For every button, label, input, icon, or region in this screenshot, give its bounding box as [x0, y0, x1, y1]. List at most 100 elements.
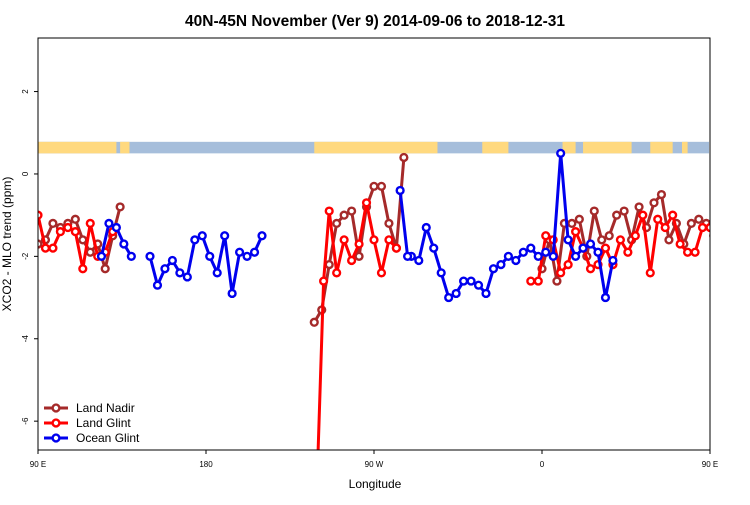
land-band [314, 141, 438, 154]
ocean-glint-point [436, 268, 446, 278]
ocean-glint-point [104, 218, 114, 229]
land-glint-point [585, 264, 596, 274]
legend-item-land-glint: Land Glint [44, 416, 131, 430]
land-glint-point [526, 276, 536, 286]
land-glint-point [40, 243, 51, 253]
land-glint-point [668, 210, 678, 220]
y-tick-label: 2 [21, 89, 30, 94]
land-nadir-point [347, 206, 357, 216]
ocean-glint-point [119, 239, 129, 249]
land-nadir-point [115, 202, 125, 212]
x-axis: 90 E 180 90 W 0 90 E [30, 450, 718, 469]
legend-swatch-marker [51, 433, 61, 443]
land-glint-point [339, 235, 349, 245]
x-tick-label: 90 W [365, 460, 384, 469]
ocean-glint-point [414, 255, 424, 266]
land-nadir-point [718, 245, 725, 252]
ocean-glint-point [227, 288, 237, 299]
ocean-glint-point [242, 251, 252, 261]
x-tick-label: 90 E [30, 460, 46, 469]
ocean-glint-point [548, 251, 558, 261]
ocean-glint-point [736, 224, 743, 231]
ocean-glint-point [444, 292, 454, 303]
land-glint-point [332, 268, 342, 278]
land-band [562, 141, 576, 154]
land-glint-point [729, 224, 736, 231]
land-glint-point [638, 210, 648, 220]
legend-item-land-nadir: Land Nadir [44, 401, 135, 415]
y-axis-label: XCO2 - MLO trend (ppm) [0, 177, 14, 312]
ocean-glint-point [257, 231, 267, 241]
y-tick-label: -2 [21, 252, 30, 260]
land-glint-point [563, 260, 573, 270]
ocean-glint-point [197, 231, 207, 241]
ocean-glint-point [235, 247, 245, 257]
land-glint-point [615, 235, 626, 245]
land-nadir-point [709, 233, 710, 239]
land-nadir-point [339, 210, 349, 220]
land-glint-point [55, 227, 66, 237]
ocean-glint-point [729, 249, 736, 256]
land-glint-point [600, 243, 611, 253]
ocean-glint-point [249, 247, 260, 257]
x-tick-label: 180 [199, 460, 213, 469]
ocean-glint-point [556, 148, 566, 158]
land-nadir-point [324, 260, 334, 270]
land-glint-point [570, 227, 581, 237]
land-band [38, 141, 117, 154]
land-nadir-point [567, 218, 577, 229]
ocean-glint-point [541, 247, 551, 257]
series-layer [38, 148, 750, 450]
ocean-glint-point [403, 251, 413, 261]
land-nadir-point [664, 235, 674, 245]
ocean-glint-point [744, 224, 750, 231]
land-glint-point [630, 231, 640, 241]
ocean-glint-point [585, 239, 596, 249]
ocean-glint-point [496, 260, 506, 270]
ocean-glint-point [190, 235, 200, 245]
ocean-glint-point [600, 292, 611, 303]
land-glint-point [369, 235, 379, 245]
series-ocean-glint [96, 148, 750, 303]
ocean-glint-point [175, 268, 185, 278]
land-glint-point [361, 198, 372, 208]
land-glint-point [533, 276, 543, 286]
ocean-glint-point [608, 255, 618, 266]
ocean-glint-point [570, 251, 581, 261]
land-band [482, 141, 509, 154]
land-nadir-point [85, 247, 95, 257]
y-axis: 2 0 -2 -4 -6 [21, 89, 38, 425]
land-glint-point [63, 222, 73, 233]
ocean-glint-point [563, 235, 573, 245]
ocean-glint-point [466, 276, 476, 286]
ocean-glint-point [212, 268, 222, 278]
ocean-glint-point [488, 264, 499, 274]
land-band [583, 141, 632, 154]
legend-swatch-marker [51, 403, 61, 413]
land-glint-point [675, 239, 685, 249]
ocean-glint-point [526, 243, 536, 253]
land-band [650, 141, 673, 154]
ocean-glint-point [518, 247, 528, 257]
legend-swatch-marker [51, 418, 61, 428]
land-nadir-point [733, 265, 740, 272]
ocean-glint-line [732, 228, 750, 257]
land-glint-point [722, 265, 729, 272]
ocean-glint-point [126, 251, 136, 261]
ocean-glint-point [205, 251, 215, 261]
land-nadir-point [354, 251, 364, 261]
legend-label: Land Nadir [76, 401, 135, 415]
land-glint-point [391, 243, 402, 253]
land-nadir-point [694, 214, 704, 224]
land-nadir-point [48, 218, 58, 229]
land-glint-point [682, 247, 693, 257]
ocean-glint-point [167, 255, 178, 266]
legend-label: Ocean Glint [76, 431, 140, 445]
chart-title: 40N-45N November (Ver 9) 2014-09-06 to 2… [185, 13, 565, 30]
ocean-glint-point [578, 243, 588, 253]
land-nadir-point [552, 276, 562, 286]
ocean-glint-point [451, 288, 461, 299]
